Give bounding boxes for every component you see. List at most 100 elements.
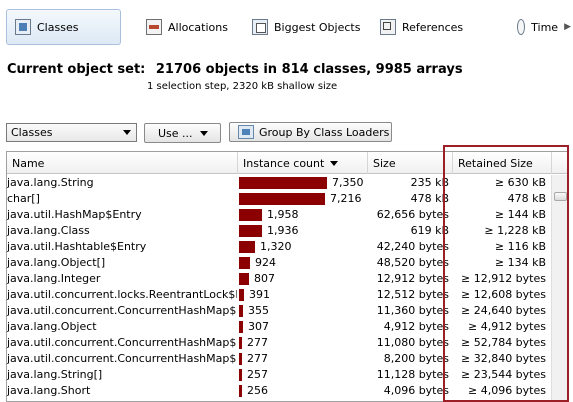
instance-count-value: 391: [249, 288, 270, 301]
instance-count-bar: [239, 273, 249, 285]
class-name-cell: java.util.Hashtable$Entry: [7, 240, 147, 253]
retained-size-cell: ≥ 4,096 bytes: [467, 384, 546, 397]
column-header-label: Size: [373, 156, 396, 170]
instance-count-cell: 277: [238, 351, 367, 367]
tab-classes[interactable]: Classes: [6, 9, 121, 45]
use-button[interactable]: Use ...: [144, 123, 221, 143]
table-row[interactable]: java.lang.Class 1,936 619 kB ≥ 1,228 kB: [7, 223, 552, 239]
instance-count-value: 7,216: [330, 192, 362, 205]
instance-count-bar: [239, 289, 244, 301]
tab-label: Biggest Objects: [274, 20, 361, 34]
table-row[interactable]: java.util.Hashtable$Entry 1,320 42,240 byt…: [7, 239, 552, 255]
column-header-name[interactable]: Name: [7, 152, 238, 174]
table-row[interactable]: java.lang.String 7,350 235 kB ≥ 630 kB: [7, 175, 552, 191]
time-icon: [517, 19, 526, 35]
table-row[interactable]: java.lang.Object 307 4,912 bytes ≥ 4,912 by…: [7, 319, 552, 335]
retained-size-cell: ≥ 1,228 kB: [484, 224, 546, 237]
instance-count-bar: [239, 177, 327, 189]
instance-count-cell: 256: [238, 383, 367, 399]
class-name-cell: java.util.concurrent.ConcurrentHashMap$H…: [7, 352, 237, 365]
use-button-label: Use ...: [158, 126, 193, 140]
instance-count-cell: 307: [238, 319, 367, 335]
tab-label: References: [402, 20, 464, 34]
instance-count-cell: 807: [238, 271, 367, 287]
table-row[interactable]: java.util.concurrent.ConcurrentHashMap$H…: [7, 303, 552, 319]
instance-count-value: 307: [248, 320, 269, 333]
instance-count-value: 924: [255, 256, 276, 269]
tab-time[interactable]: Time ▶: [509, 9, 573, 45]
instance-count-cell: 1,320: [238, 239, 367, 255]
column-header-label: Name: [12, 156, 45, 170]
instance-count-value: 807: [254, 272, 275, 285]
tab-allocations[interactable]: Allocations: [138, 9, 236, 45]
tab-label: Allocations: [168, 20, 228, 34]
group-by-class-loaders-button[interactable]: Group By Class Loaders: [229, 122, 392, 142]
instance-count-cell: 391: [238, 287, 367, 303]
tab-label: Time: [531, 20, 559, 34]
view-mode-combo[interactable]: Classes: [6, 123, 137, 142]
table-row[interactable]: java.lang.Integer 807 12,912 bytes ≥ 12,912…: [7, 271, 552, 287]
table-row[interactable]: char[] 7,216 478 kB 478 kB: [7, 191, 552, 207]
instance-count-bar: [239, 241, 255, 253]
instance-count-bar: [239, 337, 242, 349]
shallow-size-cell: 235 kB: [410, 176, 449, 189]
class-name-cell: java.util.concurrent.ConcurrentHashMap$H…: [7, 304, 237, 317]
instance-count-bar: [239, 385, 242, 397]
tab-overflow-arrow-icon[interactable]: ▶: [564, 22, 571, 32]
class-name-cell: java.lang.Class: [7, 224, 90, 237]
shallow-size-cell: 11,128 bytes: [376, 368, 449, 381]
instance-count-value: 257: [247, 368, 268, 381]
retained-size-cell: ≥ 32,840 bytes: [460, 352, 546, 365]
shallow-size-cell: 4,912 bytes: [383, 320, 449, 333]
class-name-cell: char[]: [7, 192, 40, 205]
object-set-label: Current object set:: [7, 62, 146, 77]
scrollbar-thumb[interactable]: [554, 192, 567, 201]
table-row[interactable]: java.util.concurrent.ConcurrentHashMap$S…: [7, 335, 552, 351]
retained-size-cell: ≥ 630 kB: [494, 176, 546, 189]
table-row[interactable]: java.lang.Short 256 4,096 bytes ≥ 4,096 byt…: [7, 383, 552, 399]
column-header-instance-count[interactable]: Instance count: [238, 152, 368, 174]
allocations-icon: [146, 19, 162, 35]
retained-size-cell: 478 kB: [507, 192, 546, 205]
vertical-scrollbar[interactable]: [551, 175, 568, 401]
class-name-cell: java.util.HashMap$Entry: [7, 208, 142, 221]
references-icon: [380, 19, 396, 35]
instance-count-value: 1,936: [267, 224, 299, 237]
instance-count-value: 277: [247, 336, 268, 349]
instance-count-cell: 355: [238, 303, 367, 319]
instance-count-bar: [239, 257, 250, 269]
table-row[interactable]: java.lang.Object[] 924 48,520 bytes ≥ 134 k…: [7, 255, 552, 271]
column-header-label: Instance count: [243, 156, 325, 170]
instance-count-value: 1,320: [260, 240, 292, 253]
instance-count-cell: 1,936: [238, 223, 367, 239]
column-header-retained-size[interactable]: Retained Size: [453, 152, 552, 174]
chevron-down-icon: [123, 130, 131, 135]
tab-biggest-objects[interactable]: Biggest Objects: [244, 9, 368, 45]
table-row[interactable]: java.util.concurrent.locks.ReentrantLock…: [7, 287, 552, 303]
instance-count-bar: [239, 225, 262, 237]
class-loader-icon: [238, 125, 254, 139]
retained-size-cell: ≥ 23,544 bytes: [460, 368, 546, 381]
retained-size-cell: ≥ 24,640 bytes: [460, 304, 546, 317]
instance-count-cell: 277: [238, 335, 367, 351]
table-row[interactable]: java.lang.String[] 257 11,128 bytes ≥ 23,54…: [7, 367, 552, 383]
tab-references[interactable]: References: [372, 9, 471, 45]
retained-size-cell: ≥ 116 kB: [494, 240, 546, 253]
instance-count-value: 7,350: [332, 176, 364, 189]
view-tab-bar: Classes Allocations Biggest Objects Refe…: [0, 0, 573, 50]
instance-count-bar: [239, 193, 325, 205]
tab-label: Classes: [37, 20, 79, 34]
shallow-size-cell: 619 kB: [410, 224, 449, 237]
shallow-size-cell: 4,096 bytes: [383, 384, 449, 397]
table-row[interactable]: java.util.HashMap$Entry 1,958 62,656 bytes…: [7, 207, 552, 223]
shallow-size-cell: 12,512 bytes: [376, 288, 449, 301]
instance-count-cell: 924: [238, 255, 367, 271]
class-name-cell: java.lang.Object[]: [7, 256, 106, 269]
object-set-subtitle: 1 selection step, 2320 kB shallow size: [147, 81, 338, 92]
table-row[interactable]: java.util.concurrent.ConcurrentHashMap$H…: [7, 351, 552, 367]
instance-count-cell: 257: [238, 367, 367, 383]
column-header-size[interactable]: Size: [368, 152, 453, 174]
instance-count-bar: [239, 209, 262, 221]
sort-descending-icon: [330, 160, 339, 166]
retained-size-cell: ≥ 134 kB: [494, 256, 546, 269]
